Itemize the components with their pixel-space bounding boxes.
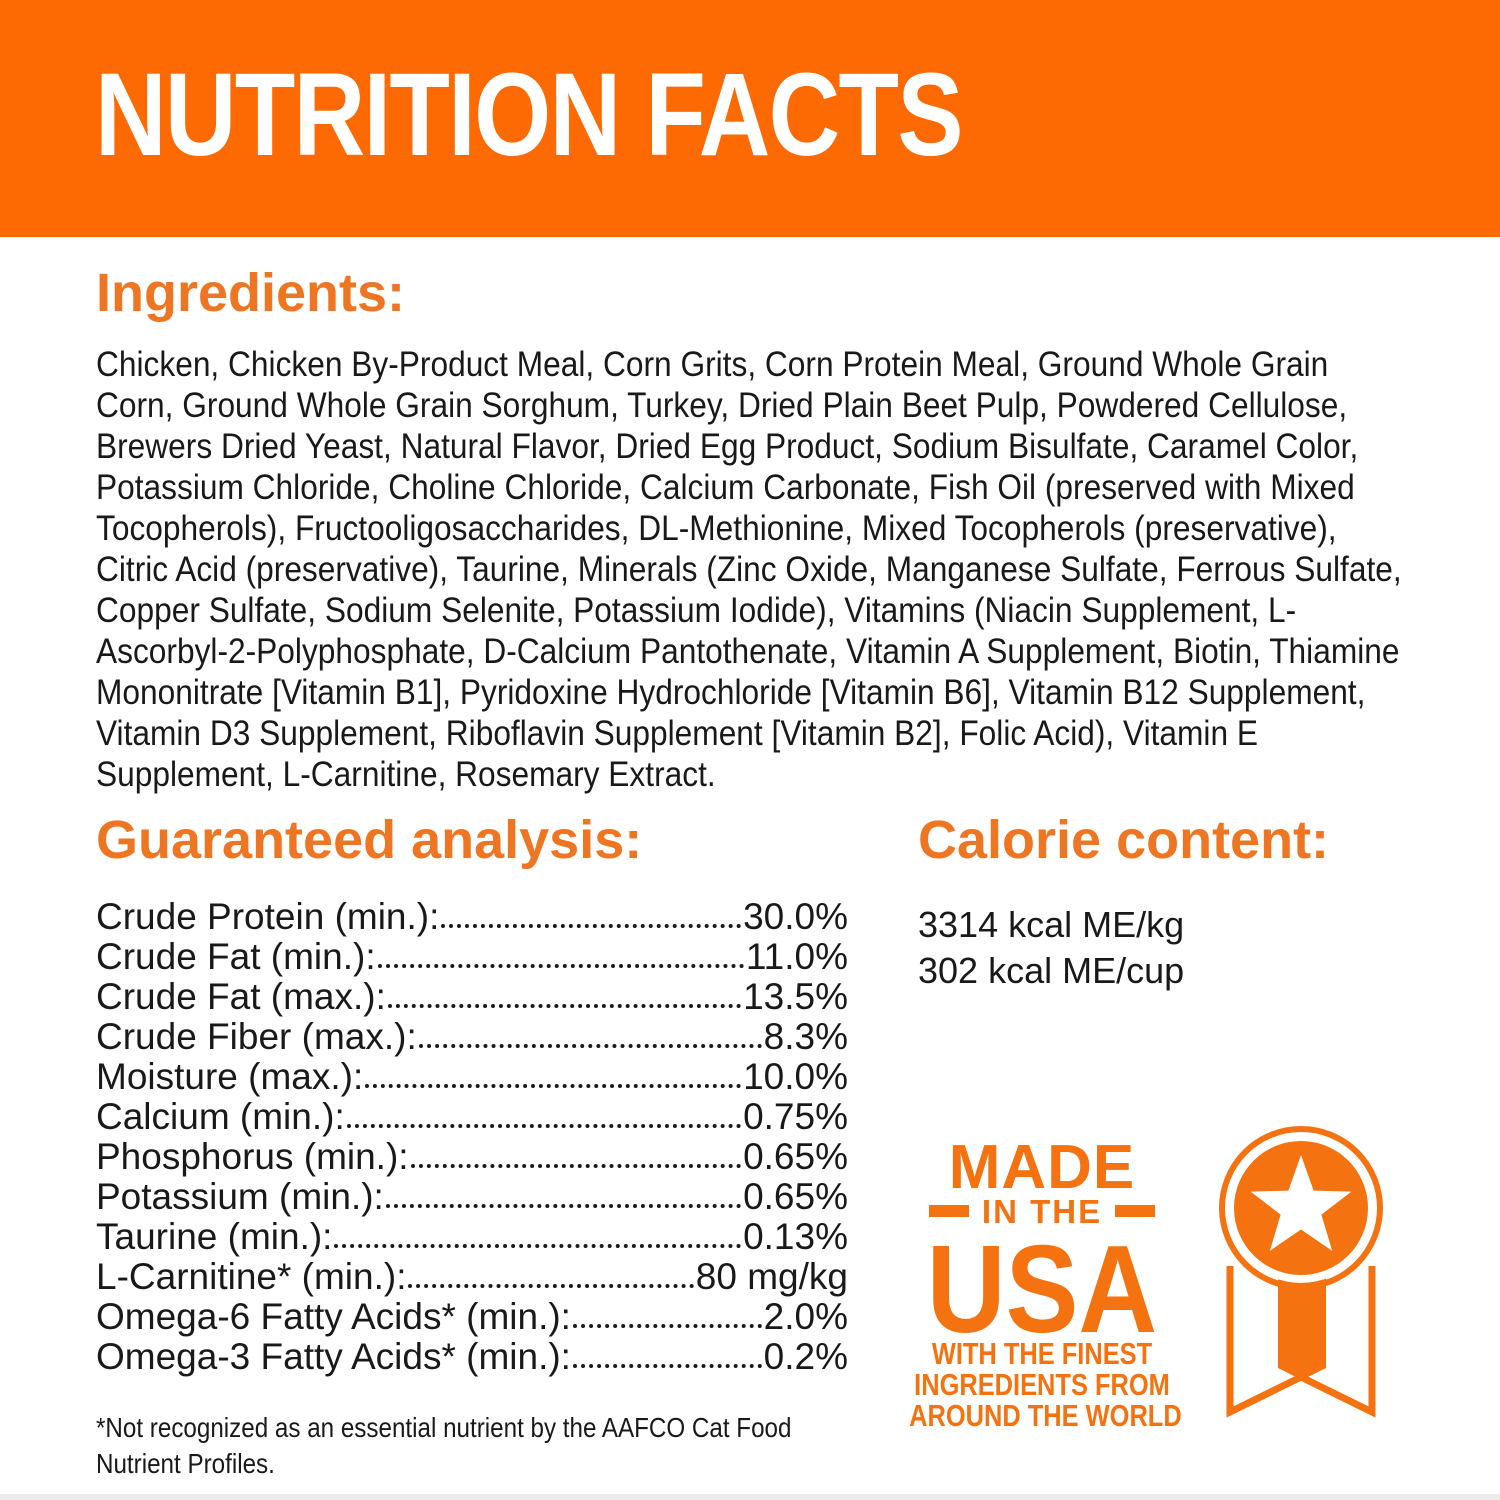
dotted-leader	[385, 1204, 742, 1208]
analysis-row: Phosphorus (min.): 0.65%	[96, 1137, 848, 1177]
analysis-row: Omega-6 Fatty Acids* (min.): 2.0%	[96, 1297, 848, 1337]
dotted-leader	[408, 1284, 694, 1288]
tagline: WITH THE FINEST INGREDIENTS FROM AROUND …	[909, 1336, 1182, 1433]
analysis-label: Moisture (max.):	[96, 1056, 364, 1097]
analysis-row: Crude Fat (max.): 13.5%	[96, 977, 848, 1017]
analysis-value: 13.5%	[743, 976, 848, 1017]
analysis-value: 0.2%	[763, 1336, 848, 1377]
analysis-row: Crude Fat (min.): 11.0%	[96, 937, 848, 977]
dotted-leader	[572, 1364, 762, 1368]
analysis-label: Phosphorus (min.):	[96, 1136, 409, 1177]
analysis-list: Crude Protein (min.): 30.0% Crude Fat (min…	[96, 897, 848, 1377]
analysis-heading: Guaranteed analysis:	[96, 810, 643, 870]
analysis-value: 2.0%	[763, 1296, 848, 1337]
dotted-leader	[418, 1044, 762, 1048]
analysis-row: L-Carnitine* (min.): 80 mg/kg	[96, 1257, 848, 1297]
analysis-row: Moisture (max.): 10.0%	[96, 1057, 848, 1097]
analysis-label: Taurine (min.):	[96, 1216, 333, 1257]
dash-left-icon	[928, 1205, 969, 1217]
analysis-value: 80 mg/kg	[695, 1256, 848, 1297]
dotted-leader	[377, 964, 744, 968]
analysis-row: Crude Fiber (max.): 8.3%	[96, 1017, 848, 1057]
dotted-leader	[387, 1004, 742, 1008]
nutrition-facts-banner: NUTRITION FACTS	[0, 0, 1500, 237]
made-text: MADE	[948, 1133, 1136, 1202]
analysis-value: 10.0%	[743, 1056, 848, 1097]
usa-text: USA	[926, 1221, 1158, 1359]
dotted-leader	[346, 1124, 742, 1128]
analysis-label: Calcium (min.):	[96, 1096, 345, 1137]
analysis-label: Potassium (min.):	[96, 1176, 384, 1217]
in-the-row: IN THE	[880, 1192, 1204, 1230]
analysis-label: Crude Fiber (max.):	[96, 1016, 417, 1057]
analysis-row: Potassium (min.): 0.65%	[96, 1177, 848, 1217]
analysis-row: Calcium (min.): 0.75%	[96, 1097, 848, 1137]
analysis-value: 0.65%	[743, 1136, 848, 1177]
tagline-line-1: WITH THE FINEST	[931, 1336, 1153, 1371]
analysis-label: Crude Fat (max.):	[96, 976, 386, 1017]
analysis-value: 11.0%	[745, 936, 848, 977]
analysis-row: Taurine (min.): 0.13%	[96, 1217, 848, 1257]
analysis-row: Crude Protein (min.): 30.0%	[96, 897, 848, 937]
banner-title: NUTRITION FACTS	[95, 49, 964, 181]
analysis-label: Crude Protein (min.):	[96, 896, 440, 937]
bottom-edge-strip	[0, 1494, 1500, 1500]
analysis-label: Crude Fat (min.):	[96, 936, 376, 977]
calorie-line-kg: 3314 kcal ME/kg	[918, 904, 1185, 945]
analysis-footnote: *Not recognized as an essential nutrient…	[96, 1412, 792, 1479]
analysis-value: 0.75%	[743, 1096, 848, 1137]
award-ribbon-icon	[1219, 1126, 1383, 1418]
analysis-value: 0.65%	[743, 1176, 848, 1217]
dotted-leader	[365, 1084, 742, 1088]
ingredients-heading: Ingredients:	[96, 263, 406, 323]
dotted-leader	[441, 924, 742, 928]
analysis-label: Omega-6 Fatty Acids* (min.):	[96, 1296, 571, 1337]
calorie-heading: Calorie content:	[918, 810, 1330, 870]
medal-outer-ring	[1219, 1126, 1383, 1290]
calorie-line-cup: 302 kcal ME/cup	[918, 950, 1185, 991]
star-icon	[1250, 1155, 1352, 1251]
analysis-value: 0.13%	[743, 1216, 848, 1257]
tagline-line-2: INGREDIENTS FROM	[914, 1367, 1170, 1402]
analysis-row: Omega-3 Fatty Acids* (min.): 0.2%	[96, 1337, 848, 1377]
ribbon-center-strip	[1278, 1266, 1326, 1380]
dotted-leader	[410, 1164, 742, 1168]
tagline-line-3: AROUND THE WORLD	[909, 1398, 1182, 1433]
ingredients-text: Chicken, Chicken By-Product Meal, Corn G…	[96, 345, 1402, 794]
in-the-text: IN THE	[981, 1192, 1103, 1230]
dash-right-icon	[1115, 1205, 1156, 1217]
calorie-lines: 3314 kcal ME/kg 302 kcal ME/cup	[918, 902, 1184, 994]
dotted-leader	[572, 1324, 762, 1328]
analysis-label: L-Carnitine* (min.):	[96, 1256, 407, 1297]
dotted-leader	[334, 1244, 742, 1248]
analysis-label: Omega-3 Fatty Acids* (min.):	[96, 1336, 571, 1377]
analysis-value: 30.0%	[743, 896, 848, 937]
made-in-usa-badge: MADE IN THE USA WITH THE FINEST INGREDIE…	[880, 1116, 1204, 1446]
analysis-value: 8.3%	[763, 1016, 848, 1057]
